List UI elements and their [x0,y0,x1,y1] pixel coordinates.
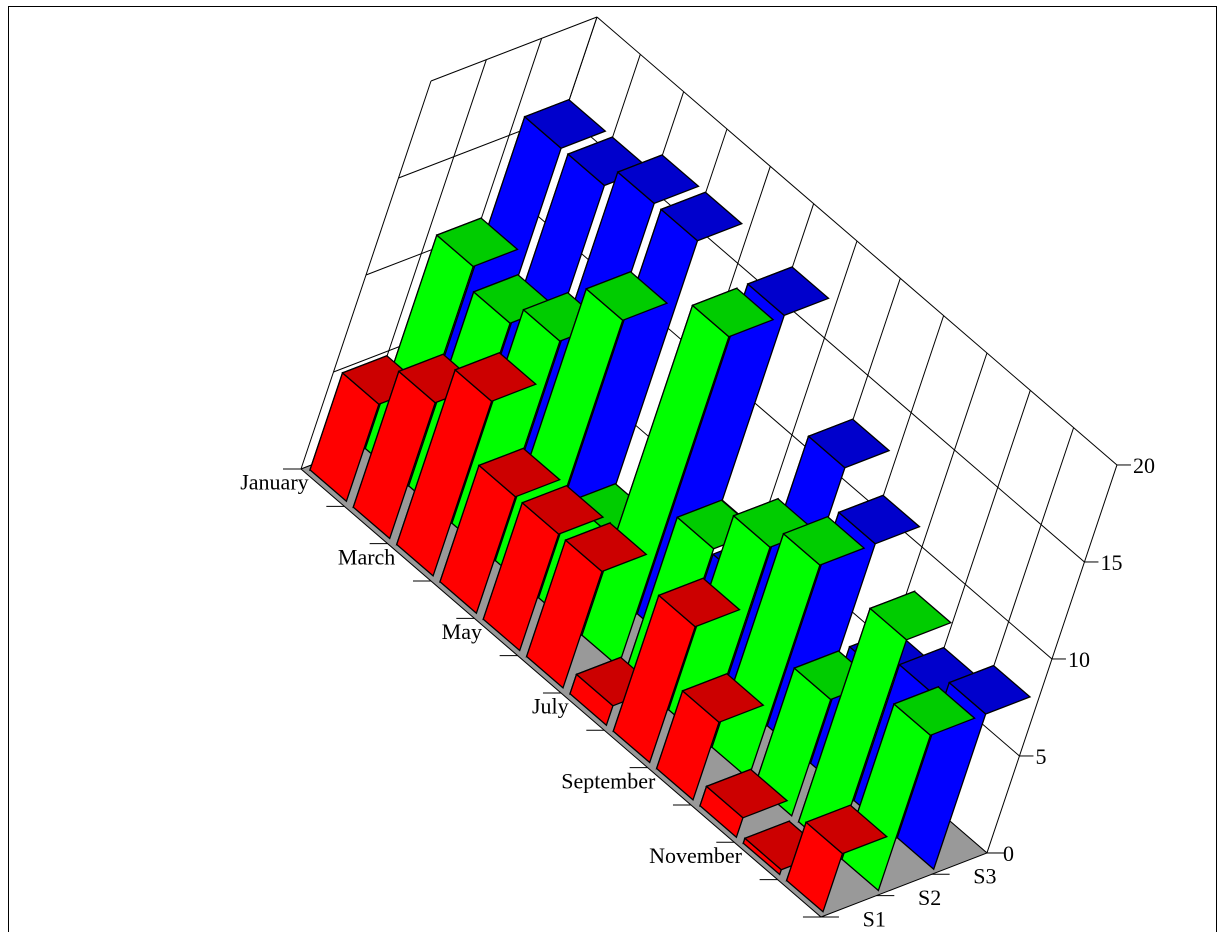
category-label-march: March [338,544,395,569]
series-label-s1: S1 [863,906,886,931]
category-label-november: November [649,843,743,868]
bar-S1-october [698,768,789,839]
value-label-5: 5 [1035,744,1046,769]
category-label-september: September [561,768,656,793]
bar-top-face [837,494,921,545]
left-wall-grid-line [430,16,598,82]
bar-top-face [705,768,789,819]
bar-top-face [681,673,765,724]
bar-top-face [746,266,830,317]
bar-S1-may [482,484,605,652]
value-label-10: 10 [1068,647,1090,672]
bar-S1-december [785,804,889,913]
bar-top-face [453,352,538,403]
bar-S2-november [797,590,953,855]
bars [308,98,1032,913]
bar-S1-june [525,521,648,690]
series-label-s2: S2 [918,885,941,910]
value-label-20: 20 [1133,453,1155,478]
bar-top-face [868,590,953,641]
bar-chart-3d: January March May July September November S1 S2… [240,16,1155,931]
value-label-15: 15 [1100,550,1122,575]
bar-top-face [657,577,741,628]
axis-labels: January March May July September November S1 S2… [240,453,1155,931]
bar-top-face [523,98,607,149]
back-wall-grid-line [596,16,1118,466]
series-label-s3: S3 [973,864,996,889]
bar-top-face [477,447,561,498]
bar-top-face [659,191,744,242]
bar-top-face [892,686,976,737]
bar-S1-august [612,577,741,764]
category-label-may: May [442,619,482,644]
bar-top-face [807,418,891,469]
bar-top-face [521,484,605,535]
bar-S3-december [896,664,1032,871]
value-label-0: 0 [1003,841,1014,866]
bar-top-face [585,271,669,322]
bar-S1-march [395,351,538,578]
category-label-january: January [240,470,308,495]
bar-top-face [948,664,1032,715]
bar-top-face [616,154,700,205]
bar-top-face [691,287,775,338]
bar-top-face [804,804,889,855]
category-label-july: July [532,694,569,719]
chart-frame: January March May July September November S1 S2… [8,6,1217,932]
bar-top-face [782,515,866,566]
bar-S1-april [438,447,561,615]
bar-top-face [435,217,519,268]
bar-top-face [564,522,648,573]
bar-S1-september [655,672,765,802]
